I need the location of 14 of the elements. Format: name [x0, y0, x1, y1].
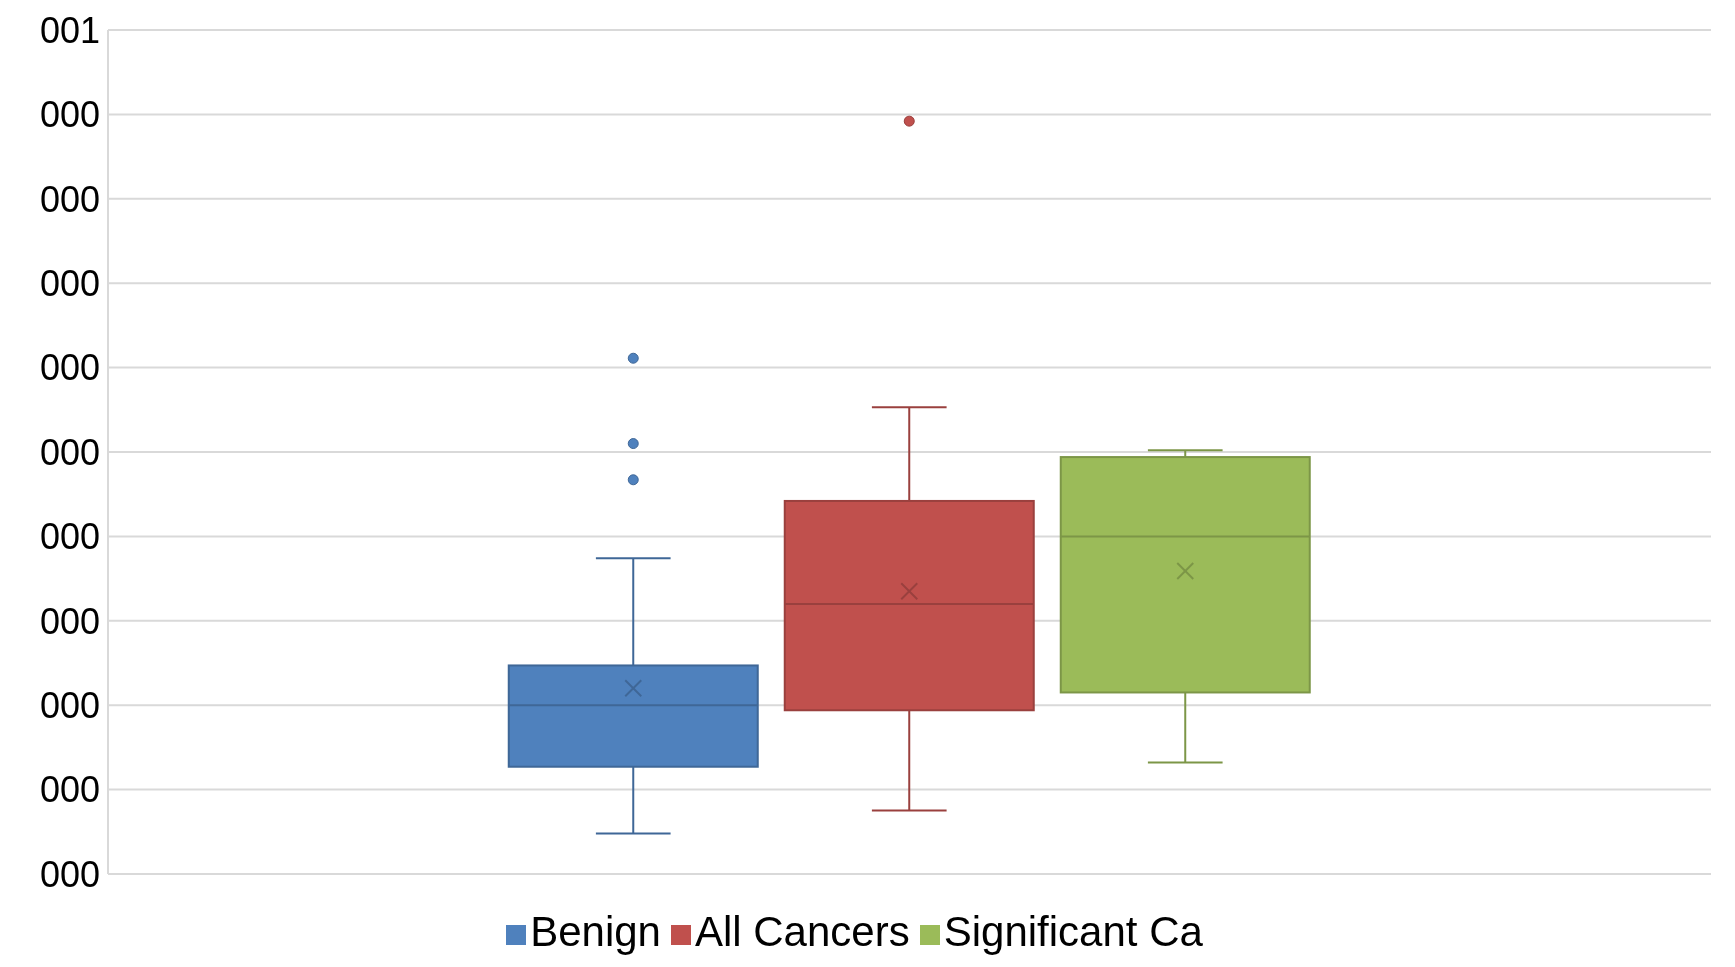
legend-label: All Cancers — [694, 908, 910, 955]
y-tick-label: 000 — [39, 769, 100, 811]
y-tick-label: 000 — [39, 178, 100, 220]
y-tick-label: 000 — [39, 262, 100, 304]
y-tick-label: 000 — [39, 94, 100, 136]
y-tick-label: 000 — [39, 600, 100, 642]
legend-label: Benign — [530, 908, 661, 955]
y-tick-label: 000 — [39, 516, 100, 558]
y-tick-label: 000 — [39, 431, 100, 473]
y-tick-label: 000 — [39, 684, 100, 726]
y-tick-label: 000 — [39, 347, 100, 389]
legend-label: Significant Ca — [943, 908, 1203, 955]
y-tick-label: 000 — [39, 853, 100, 895]
y-tick-label: 001 — [39, 9, 100, 51]
